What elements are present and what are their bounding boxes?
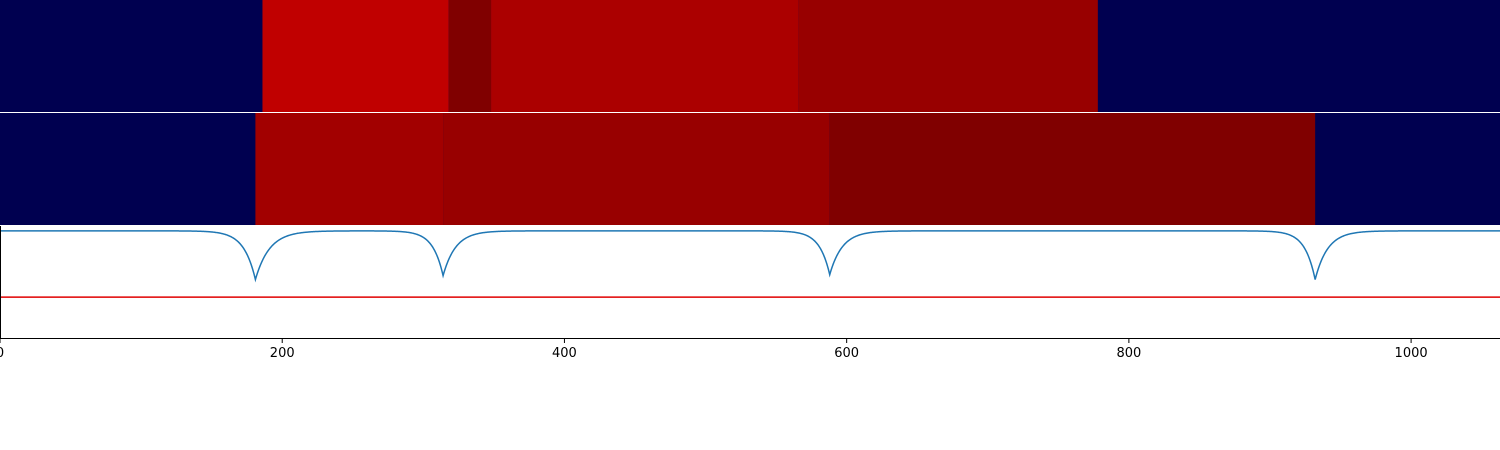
heatmap-strip-2 xyxy=(0,113,1500,225)
x-tick-label: 1000 xyxy=(1395,346,1428,361)
heatmap-segment xyxy=(448,0,492,112)
heatmap-segment xyxy=(829,113,1316,225)
line-panel xyxy=(0,226,1500,339)
x-tick-label: 200 xyxy=(270,346,295,361)
heatmap-segment xyxy=(262,0,449,112)
heatmap-segment xyxy=(798,0,1098,112)
x-tick-label: 400 xyxy=(552,346,577,361)
x-tick-label: 800 xyxy=(1116,346,1141,361)
heatmap-segment xyxy=(443,113,830,225)
x-tick-label: 600 xyxy=(834,346,859,361)
series-line xyxy=(0,230,1500,283)
heatmap-strip-1 xyxy=(0,0,1500,112)
heatmap-segment xyxy=(255,113,444,225)
heatmap-segment xyxy=(491,0,799,112)
x-tick-label: 0 xyxy=(0,346,4,361)
